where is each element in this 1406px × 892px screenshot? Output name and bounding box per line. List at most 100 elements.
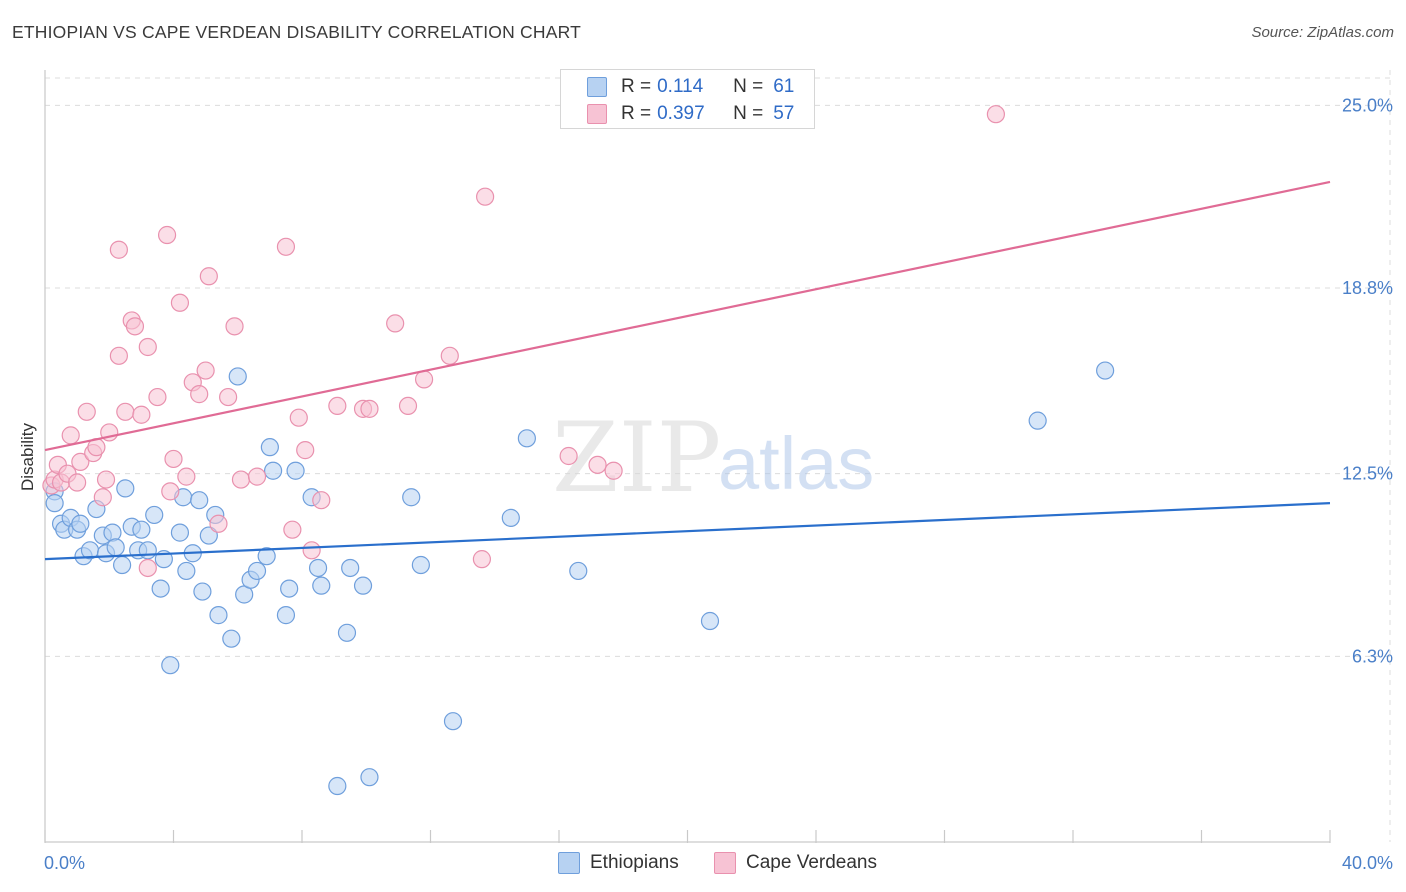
legend-label-cape-verdeans: Cape Verdeans: [746, 852, 877, 873]
ethiopian-point: [443, 712, 463, 731]
ethiopian-point: [700, 611, 720, 631]
ethiopian-point: [199, 526, 218, 545]
cape-verdean-point: [170, 293, 190, 312]
cape-verdean-point: [61, 426, 80, 445]
ethiopian-point: [116, 479, 135, 498]
legend-item-cape-verdeans[interactable]: Cape Verdeans: [714, 852, 877, 874]
cape-verdean-point: [71, 452, 90, 471]
ethiopian-point: [45, 494, 64, 513]
cape-verdean-point: [986, 105, 1006, 124]
cape-verdean-point: [312, 491, 331, 510]
cape-verdean-point: [177, 467, 196, 486]
cape-verdeans-trend-line: [44, 180, 1331, 452]
cape-verdean-point: [398, 396, 418, 416]
ethiopians-trend-line: [44, 502, 1331, 561]
ethiopian-point: [151, 579, 170, 598]
legend-swatch-cape-verdeans: [714, 852, 736, 874]
label-layer: 6.3% 12.5% 18.8% 25.0% 0.0% 40.0%: [44, 95, 1393, 873]
trend-layer: [44, 180, 1331, 561]
cape-verdean-point: [225, 317, 244, 336]
cape-verdean-point: [93, 488, 112, 507]
ethiopian-point: [138, 541, 157, 560]
legend-n-value: 61: [773, 76, 795, 97]
legend-r-key: R =: [621, 103, 652, 124]
ethiopian-point: [286, 461, 305, 480]
watermark: ZIP atlas: [552, 402, 874, 514]
cape-verdean-point: [138, 558, 157, 578]
ethiopian-point: [312, 576, 331, 595]
ethiopian-point: [328, 776, 347, 796]
legend-swatch-ethiopians: [587, 77, 607, 97]
cape-verdeans-points: [42, 105, 1006, 578]
cape-verdean-point: [414, 370, 434, 389]
ethiopian-point: [263, 461, 283, 480]
cape-verdean-point: [559, 446, 578, 466]
ethiopian-point: [1096, 361, 1115, 380]
ethiopian-point: [501, 508, 520, 527]
watermark-atlas: atlas: [718, 422, 874, 505]
legend-swatch-ethiopians: [558, 852, 580, 874]
y-tick-label: 18.8%: [1342, 278, 1393, 298]
cape-verdean-point: [472, 550, 491, 569]
watermark-zip: ZIP: [552, 402, 721, 514]
x-tick-label-min: 0.0%: [44, 853, 85, 873]
cape-verdean-point: [125, 317, 145, 336]
x-tick-label-max: 40.0%: [1342, 853, 1393, 873]
cape-verdean-point: [386, 314, 405, 333]
cape-verdean-point: [68, 473, 87, 492]
cape-verdean-point: [132, 405, 151, 424]
legend-item-ethiopians[interactable]: Ethiopians: [558, 852, 679, 874]
cape-verdean-point: [161, 482, 180, 501]
ethiopian-point: [341, 558, 360, 578]
ethiopian-point: [360, 768, 379, 787]
ethiopian-point: [209, 606, 228, 625]
cape-verdean-point: [109, 240, 128, 259]
chart-title: ETHIOPIAN VS CAPE VERDEAN DISABILITY COR…: [12, 22, 581, 42]
axis-layer: [44, 70, 1331, 843]
ethiopian-point: [353, 576, 373, 595]
ethiopian-point: [337, 623, 357, 642]
y-axis-title: Disability: [18, 422, 37, 491]
cape-verdean-point: [289, 408, 308, 427]
ethiopian-point: [161, 656, 180, 675]
cape-verdean-point: [360, 399, 379, 418]
ethiopian-point: [569, 561, 588, 581]
cape-verdean-point: [209, 514, 228, 533]
cape-verdean-point: [77, 402, 96, 421]
ethiopian-point: [308, 558, 328, 578]
cape-verdean-point: [164, 449, 183, 469]
ethiopian-point: [177, 561, 196, 581]
legend-n-key: N =: [733, 76, 764, 97]
cape-verdean-point: [276, 237, 296, 256]
cape-verdean-point: [116, 402, 135, 421]
cape-verdean-point: [196, 361, 215, 380]
ethiopian-point: [1028, 411, 1047, 430]
legend-r-key: R =: [621, 76, 652, 97]
series-legend: Ethiopians Cape Verdeans: [0, 852, 1406, 878]
ethiopian-point: [193, 582, 212, 601]
cape-verdean-point: [231, 470, 251, 489]
cape-verdean-point: [247, 467, 267, 486]
cape-verdean-point: [190, 385, 209, 404]
ethiopian-point: [103, 523, 122, 542]
legend-row-cape-verdeans: R = 0.397 N = 57: [587, 102, 794, 126]
y-tick-label: 25.0%: [1342, 95, 1393, 115]
chart-source: Source: ZipAtlas.com: [1251, 24, 1394, 41]
y-tick-label: 12.5%: [1342, 464, 1393, 484]
legend-n-key: N =: [733, 103, 764, 124]
legend-r-value: 0.114: [657, 76, 704, 97]
ethiopian-point: [112, 555, 132, 575]
legend-swatch-cape-verdeans: [587, 104, 607, 124]
ethiopian-point: [260, 438, 279, 457]
ethiopian-point: [411, 555, 430, 575]
ethiopian-point: [71, 514, 90, 533]
cape-verdean-point: [476, 187, 495, 206]
cape-verdean-point: [302, 541, 321, 560]
ethiopian-point: [257, 547, 276, 566]
ethiopian-point: [247, 561, 267, 581]
ethiopian-point: [106, 538, 125, 557]
cape-verdean-point: [138, 337, 157, 357]
cape-verdean-point: [96, 470, 116, 489]
legend-row-ethiopians: R = 0.114 N = 61: [587, 75, 794, 99]
legend-label-ethiopians: Ethiopians: [590, 852, 679, 873]
